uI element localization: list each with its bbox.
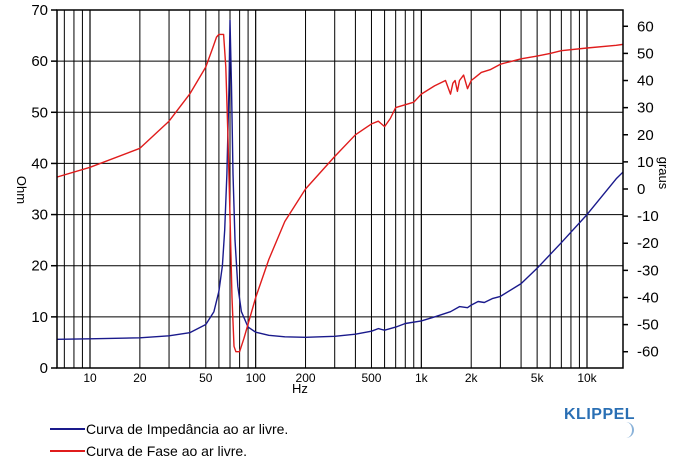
y-left-tick-label: 20 [31,258,48,275]
y-right-tick-label: 10 [637,154,654,171]
x-axis-title: Hz [292,381,308,396]
y-left-tick-label: 60 [31,53,48,70]
y-left-tick-label: 30 [31,207,48,224]
plot-border [56,9,624,369]
impedance-phase-chart: 0102030405060706050403020100-10-20-30-40… [14,2,671,396]
x-tick-label: 500 [361,371,381,385]
y-right-tick-label: 0 [637,181,645,198]
y-right-tick-label: -50 [637,317,659,334]
y-right-tick-label: 50 [637,45,654,62]
impedance-curve [57,19,623,341]
series-layer [57,19,623,353]
x-tick-label: 200 [296,371,316,385]
x-tick-label: 10 [83,371,97,385]
y-left-tick-label: 40 [31,155,48,172]
x-tick-label: 5k [531,371,545,385]
y-left-tick-label: 0 [40,360,48,377]
y-right-tick-label: 60 [637,18,654,35]
y-axis-right-title: graus [656,157,671,190]
y-right-tick-label: 40 [637,73,654,90]
legend-item-impedance: Curva de Impedância ao ar livre. [50,421,288,437]
y-left-tick-label: 10 [31,309,48,326]
klippel-logo: KLIPPEL [564,406,636,423]
x-tick-label: 20 [133,371,147,385]
y-left-tick-label: 70 [31,2,48,19]
y-right-tick-label: 30 [637,100,654,117]
legend-item-phase: Curva de Fase ao ar livre. [50,443,247,459]
y-axis-left-title: Ohm [14,176,29,204]
tick-labels: 0102030405060706050403020100-10-20-30-40… [31,2,658,385]
y-right-tick-label: -30 [637,262,659,279]
y-right-tick-label: -60 [637,344,659,361]
y-right-tick-label: 20 [637,127,654,144]
y-left-tick-label: 50 [31,104,48,121]
phase-curve [57,33,623,353]
impedance-swatch [50,428,85,430]
x-tick-label: 50 [199,371,213,385]
plot-frame [51,9,628,369]
legend-label-impedance: Curva de Impedância ao ar livre. [86,421,289,437]
x-tick-label: 2k [465,371,479,385]
klippel-logo-arc [618,422,634,438]
x-tick-label: 1k [415,371,429,385]
grid-lines [57,9,623,369]
y-right-tick-label: -20 [637,235,659,252]
y-right-tick-label: -10 [637,208,659,225]
x-tick-label: 100 [246,371,266,385]
x-tick-label: 10k [577,371,597,385]
y-right-tick-label: -40 [637,289,659,306]
legend-label-phase: Curva de Fase ao ar livre. [86,443,248,459]
phase-swatch [50,450,85,452]
